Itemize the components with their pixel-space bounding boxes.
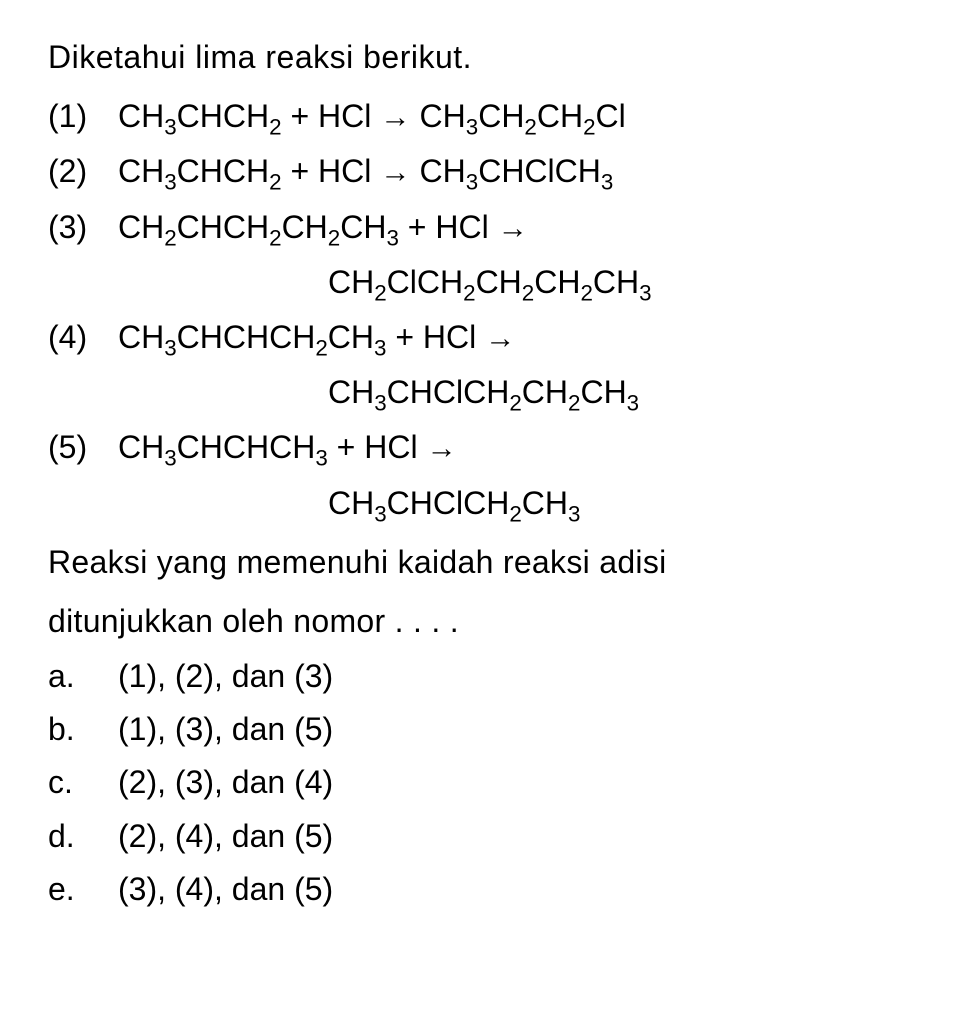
- option-row: d.(2), (4), dan (5): [48, 811, 916, 862]
- option-text: (2), (4), dan (5): [118, 811, 916, 862]
- reaction-number: (3): [48, 202, 118, 253]
- option-letter: a.: [48, 651, 118, 702]
- reaction-row: (2)CH3CHCH2 + HCl → CH3CHClCH3: [48, 146, 916, 197]
- problem-content: Diketahui lima reaksi berikut. (1)CH3CHC…: [48, 32, 916, 915]
- reaction-formula-line2: CH3CHClCH2CH2CH3: [48, 367, 916, 418]
- reaction-formula-line1: CH3CHCHCH3 + HCl →: [118, 422, 916, 473]
- reaction-formula-line1: CH2CHCH2CH2CH3 + HCl →: [118, 202, 916, 253]
- reaction-number: (4): [48, 312, 118, 363]
- options-list: a.(1), (2), dan (3)b.(1), (3), dan (5)c.…: [48, 651, 916, 915]
- reaction-formula-line2: CH2ClCH2CH2CH2CH3: [48, 257, 916, 308]
- reaction-number: (5): [48, 422, 118, 473]
- reaction-row: (5)CH3CHCHCH3 + HCl →: [48, 422, 916, 473]
- option-text: (1), (3), dan (5): [118, 704, 916, 755]
- option-letter: b.: [48, 704, 118, 755]
- reaction-formula-line1: CH3CHCH2 + HCl → CH3CH2CH2Cl: [118, 91, 916, 142]
- reaction-formula-line2: CH3CHClCH2CH3: [48, 478, 916, 529]
- option-text: (3), (4), dan (5): [118, 864, 916, 915]
- reaction-row: (1)CH3CHCH2 + HCl → CH3CH2CH2Cl: [48, 91, 916, 142]
- reaction-row: (3)CH2CHCH2CH2CH3 + HCl →: [48, 202, 916, 253]
- option-row: e.(3), (4), dan (5): [48, 864, 916, 915]
- question-line-2: ditunjukkan oleh nomor . . . .: [48, 596, 916, 647]
- option-row: c.(2), (3), dan (4): [48, 757, 916, 808]
- reactions-list: (1)CH3CHCH2 + HCl → CH3CH2CH2Cl(2)CH3CHC…: [48, 91, 916, 529]
- option-letter: c.: [48, 757, 118, 808]
- reaction-formula-line1: CH3CHCH2 + HCl → CH3CHClCH3: [118, 146, 916, 197]
- option-text: (2), (3), dan (4): [118, 757, 916, 808]
- reaction-formula-line1: CH3CHCHCH2CH3 + HCl →: [118, 312, 916, 363]
- option-row: a.(1), (2), dan (3): [48, 651, 916, 702]
- option-text: (1), (2), dan (3): [118, 651, 916, 702]
- reaction-number: (1): [48, 91, 118, 142]
- intro-text: Diketahui lima reaksi berikut.: [48, 32, 916, 83]
- reaction-row: (4)CH3CHCHCH2CH3 + HCl →: [48, 312, 916, 363]
- option-row: b.(1), (3), dan (5): [48, 704, 916, 755]
- reaction-number: (2): [48, 146, 118, 197]
- option-letter: d.: [48, 811, 118, 862]
- option-letter: e.: [48, 864, 118, 915]
- question-line-1: Reaksi yang memenuhi kaidah reaksi adisi: [48, 537, 916, 588]
